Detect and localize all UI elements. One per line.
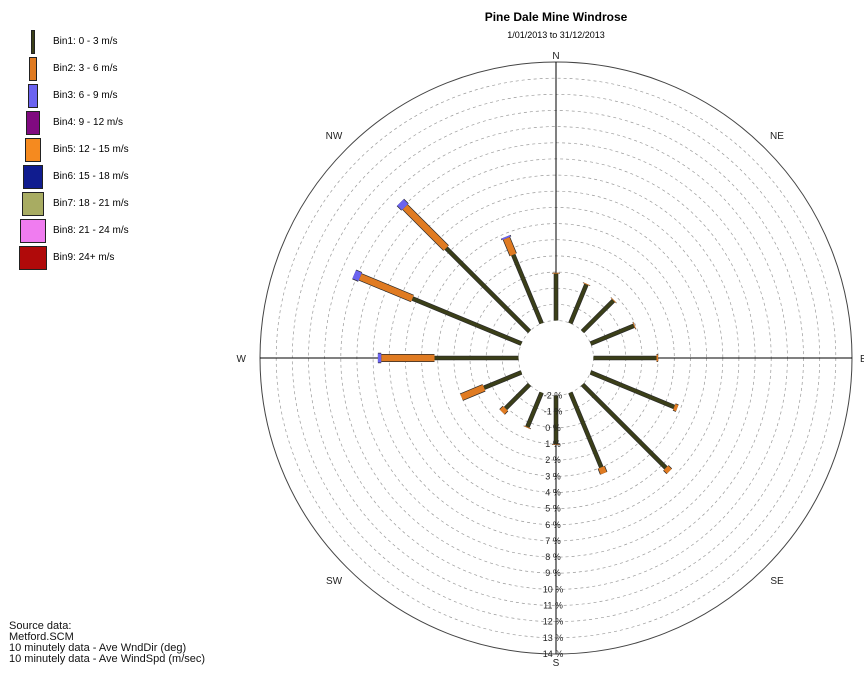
bar-segment	[460, 384, 486, 401]
radial-tick-label: 7 %	[545, 536, 561, 546]
bar-segment	[402, 204, 449, 251]
bar-segment	[525, 391, 544, 428]
compass-label-se: SE	[770, 576, 784, 587]
bar-segment	[444, 246, 531, 333]
source-line: 10 minutely data - Ave WindSpd (m/sec)	[9, 653, 206, 665]
legend-label: Bin8: 21 - 24 m/s	[53, 225, 129, 236]
legend-swatch	[31, 30, 35, 54]
legend-swatch	[29, 57, 37, 81]
legend-label: Bin3: 6 - 9 m/s	[53, 90, 118, 101]
source-info: Source data: Metford.SCM 10 minutely dat…	[9, 621, 205, 665]
radial-tick-label: 12 %	[543, 617, 564, 627]
bar-segment	[589, 324, 635, 346]
source-line: Metford.SCM	[9, 631, 74, 643]
legend-swatch	[18, 246, 48, 270]
compass-label-ne: NE	[770, 131, 784, 142]
legend-swatch	[23, 165, 43, 189]
legend-swatch	[21, 192, 45, 216]
bar-segment	[568, 283, 588, 325]
legend-swatch	[26, 111, 40, 135]
source-line: Source data:	[9, 620, 72, 632]
bar-segment	[501, 235, 511, 240]
compass-label-sw: SW	[326, 576, 343, 587]
legend-label: Bin4: 9 - 12 m/s	[53, 117, 124, 128]
compass-label-n: N	[552, 51, 559, 62]
radial-tick-label: -1 %	[544, 407, 563, 417]
bar-segment	[672, 403, 679, 412]
legend-label: Bin6: 15 - 18 m/s	[53, 171, 129, 182]
radial-tick-label: 9 %	[545, 568, 561, 578]
radial-tick-label: 6 %	[545, 520, 561, 530]
radial-tick-label: 2 %	[545, 455, 561, 465]
bar-segment	[504, 383, 531, 410]
radial-tick-label: 8 %	[545, 552, 561, 562]
legend-label: Bin9: 24+ m/s	[53, 252, 115, 263]
legend-label: Bin2: 3 - 6 m/s	[53, 63, 118, 74]
bar-segment	[358, 273, 414, 302]
chart-title: Pine Dale Mine Windrose	[485, 10, 628, 24]
bar-segment	[352, 270, 362, 282]
legend-swatch	[27, 84, 39, 108]
radial-tick-label: 4 %	[545, 487, 561, 497]
grid-ring	[518, 320, 594, 396]
compass-label-nw: NW	[326, 131, 343, 142]
bar-segment	[581, 383, 668, 470]
bar-segment	[397, 199, 409, 211]
radial-tick-label: 3 %	[545, 471, 561, 481]
radial-tick-label: -2 %	[544, 391, 563, 401]
radial-tick-label: 14 %	[543, 649, 564, 659]
compass-label-w: W	[237, 354, 247, 365]
legend-swatch	[20, 219, 46, 243]
legend-swatch	[24, 138, 42, 162]
radial-tick-label: 5 %	[545, 504, 561, 514]
bar-segment	[598, 466, 607, 475]
radial-tick-labels: -2 % -1 % 0 % 1 % 2 % 3 % 4 % 5 % 6 % 7 % 8 % 9 % 10…	[543, 391, 564, 660]
bar-segment	[503, 237, 517, 256]
legend-label: Bin5: 12 - 15 m/s	[53, 144, 129, 155]
bar-segment	[411, 297, 523, 346]
radial-tick-label: 11 %	[543, 601, 563, 611]
radial-tick-label: 10 %	[543, 584, 564, 594]
bar-segment	[499, 406, 508, 415]
bar-segment	[483, 370, 523, 390]
direction-bars	[352, 198, 679, 475]
radial-tick-label: 1 %	[545, 439, 561, 449]
source-line: 10 minutely data - Ave WndDir (deg)	[9, 642, 187, 654]
bar-segment	[589, 370, 675, 409]
legend-label: Bin7: 18 - 21 m/s	[53, 198, 129, 209]
bar-segment	[581, 299, 615, 333]
bar-segment	[511, 254, 544, 325]
bar-segment	[611, 297, 617, 303]
bar-segment	[663, 465, 672, 474]
compass-label-e: E	[860, 354, 864, 365]
legend-label: Bin1: 0 - 3 m/s	[53, 36, 118, 47]
compass-label-s: S	[553, 658, 560, 669]
compass-axes	[260, 62, 852, 654]
bar-segment	[568, 391, 603, 468]
chart-subtitle: 1/01/2013 to 31/12/2013	[507, 30, 605, 40]
radial-tick-label: 0 %	[545, 423, 561, 433]
radial-tick-label: 13 %	[543, 633, 564, 643]
